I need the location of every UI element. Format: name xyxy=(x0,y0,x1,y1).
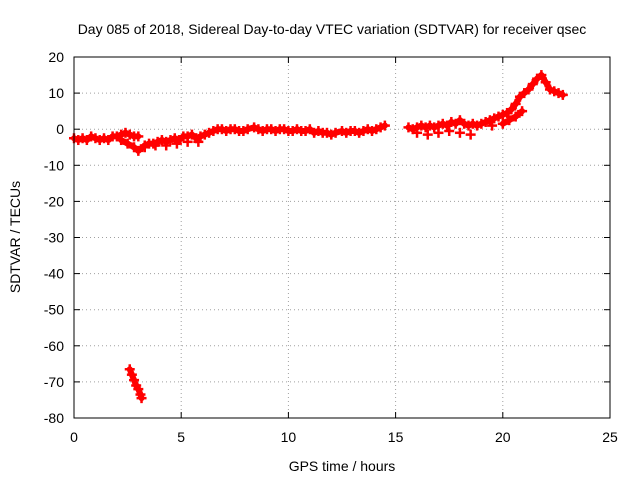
y-tick-label: -50 xyxy=(44,302,64,318)
x-tick-label: 10 xyxy=(281,429,297,445)
axis-ticks xyxy=(73,56,611,419)
data-point xyxy=(465,129,476,140)
y-tick-labels: 20 10 0 -10 -20 -30 -40 -50 -60 -70 -80 xyxy=(44,49,64,426)
data-trace-segment xyxy=(512,108,526,120)
y-tick-label: -80 xyxy=(44,410,64,426)
y-tick-label: -40 xyxy=(44,266,64,282)
y-tick-label: -60 xyxy=(44,338,64,354)
data-points xyxy=(69,70,568,404)
x-tick-label: 0 xyxy=(70,429,78,445)
data-trace-segment xyxy=(137,391,145,402)
data-point xyxy=(454,127,465,138)
y-axis-label: SDTVAR / TECUs xyxy=(7,181,23,293)
x-tick-label: 25 xyxy=(602,429,618,445)
y-tick-label: -70 xyxy=(44,374,64,390)
y-tick-label: -30 xyxy=(44,230,64,246)
data-trace-segment xyxy=(377,122,388,131)
y-tick-label: -10 xyxy=(44,157,64,173)
grid-lines xyxy=(74,57,610,418)
y-tick-label: 0 xyxy=(56,121,64,137)
x-tick-label: 15 xyxy=(388,429,404,445)
x-tick-label: 20 xyxy=(495,429,511,445)
data-point xyxy=(422,129,433,140)
data-trace-segment xyxy=(555,90,566,98)
y-tick-label: 20 xyxy=(48,49,64,65)
x-axis-label: GPS time / hours xyxy=(289,458,396,474)
chart-title: Day 085 of 2018, Sidereal Day-to-day VTE… xyxy=(78,21,587,37)
x-tick-labels: 0 5 10 15 20 25 xyxy=(70,429,618,445)
y-tick-label: 10 xyxy=(48,85,64,101)
y-tick-label: -20 xyxy=(44,193,64,209)
x-tick-label: 5 xyxy=(177,429,185,445)
data-point xyxy=(433,127,444,138)
